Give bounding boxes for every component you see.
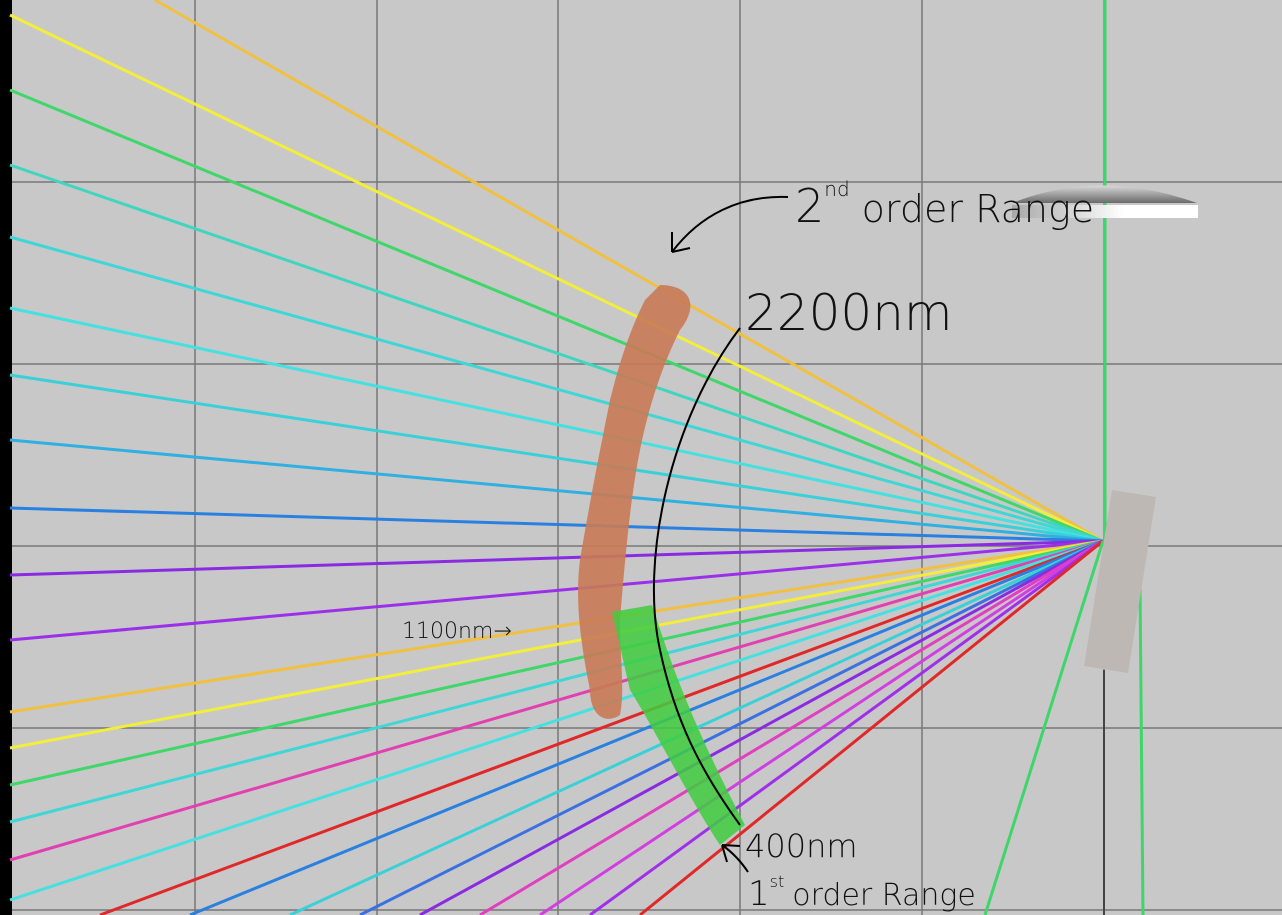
ray — [9, 539, 1104, 642]
ray — [9, 438, 1104, 543]
ray — [639, 539, 1104, 915]
ray — [9, 163, 1104, 543]
ray — [9, 13, 1104, 543]
grating — [1084, 490, 1156, 673]
arrow — [721, 844, 749, 873]
detector-arc — [652, 327, 741, 826]
lower-limit-label: 400nm — [745, 827, 858, 865]
ray — [9, 539, 1104, 577]
ray — [589, 539, 1104, 915]
green-beam — [1138, 584, 1145, 915]
ray — [9, 373, 1104, 543]
ray — [154, 0, 1104, 543]
ray — [99, 539, 1104, 915]
ray — [9, 235, 1104, 543]
ray — [189, 539, 1104, 915]
rays — [9, 0, 1104, 915]
middle-marker-label: 1100nm→ — [402, 619, 512, 644]
second-order-band — [578, 285, 691, 719]
first-order-label: 1st order Range — [748, 872, 976, 914]
ray — [9, 539, 1104, 902]
ray — [9, 539, 1104, 750]
green-beam — [983, 540, 1105, 915]
ray — [539, 539, 1104, 915]
ray — [9, 506, 1104, 543]
ray — [359, 539, 1104, 915]
first-order-band — [612, 605, 745, 845]
arrow — [671, 195, 789, 253]
lens-base — [1012, 205, 1198, 218]
ray — [479, 539, 1104, 915]
upper-limit-label: 2200nm — [745, 284, 953, 342]
second-order-label: 2nd order Range — [795, 177, 1094, 233]
lens — [1012, 185, 1197, 203]
ray — [9, 306, 1104, 543]
ray — [9, 539, 1104, 862]
ray — [9, 88, 1104, 543]
left-border — [0, 0, 12, 915]
ray — [9, 539, 1104, 824]
ray — [419, 539, 1104, 915]
ray — [9, 539, 1104, 714]
ray — [9, 539, 1104, 787]
